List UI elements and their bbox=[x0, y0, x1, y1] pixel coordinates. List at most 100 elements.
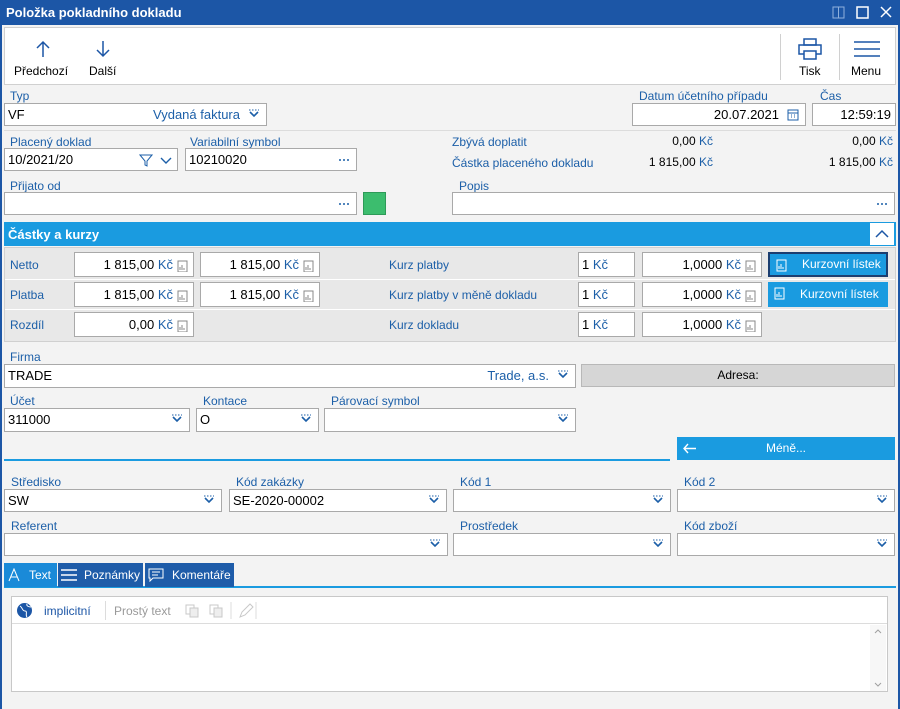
window-controls[interactable] bbox=[828, 4, 898, 21]
dropdown-button[interactable] bbox=[159, 153, 173, 167]
field-button[interactable] bbox=[876, 198, 888, 210]
text-input[interactable] bbox=[4, 192, 357, 215]
collapse-button[interactable] bbox=[870, 223, 894, 245]
field-button[interactable] bbox=[300, 414, 312, 426]
amount-input[interactable]: 1 815,00 Kč bbox=[200, 252, 320, 277]
text-input[interactable]: SW bbox=[4, 489, 222, 512]
editor: implicitní Prostý text bbox=[11, 596, 888, 692]
amount-input[interactable]: 1 815,00 Kč bbox=[74, 252, 194, 277]
calculator-button[interactable] bbox=[745, 319, 757, 332]
field-button[interactable] bbox=[787, 109, 799, 121]
amount-input[interactable]: 1 Kč bbox=[578, 252, 635, 277]
exchange-rate-button[interactable]: Kurzovní lístek bbox=[768, 282, 888, 307]
previous-button[interactable]: Předchozí bbox=[11, 34, 75, 80]
filter-button[interactable] bbox=[138, 153, 154, 167]
calculator-button[interactable] bbox=[745, 259, 757, 272]
chart-icon bbox=[303, 260, 314, 272]
field-button[interactable] bbox=[876, 495, 888, 507]
print-button[interactable]: Tisk bbox=[785, 34, 835, 80]
language-select[interactable]: implicitní bbox=[44, 604, 91, 618]
field-button[interactable] bbox=[338, 154, 350, 166]
field-label: Kurz platby v měně dokladu bbox=[389, 288, 538, 302]
editor-toolbar: implicitní Prostý text bbox=[12, 597, 887, 624]
amount: 1 815,00 Kč bbox=[740, 151, 896, 173]
calculator-button[interactable] bbox=[177, 259, 189, 272]
scrollbar[interactable] bbox=[870, 625, 886, 691]
exchange-rate-button[interactable]: Kurzovní lístek bbox=[768, 252, 888, 277]
text-input[interactable] bbox=[324, 408, 576, 432]
amount-value: 1 815,00 Kč bbox=[649, 151, 713, 173]
tab-label: Poznámky bbox=[84, 568, 141, 582]
amount-input[interactable]: 0,00 Kč bbox=[74, 312, 194, 337]
text-input[interactable]: SE-2020-00002 bbox=[229, 489, 447, 512]
calculator-button[interactable] bbox=[303, 259, 315, 272]
field-button[interactable] bbox=[338, 198, 350, 210]
text-input[interactable]: 311000 bbox=[4, 408, 190, 432]
field-label: Kód zboží bbox=[684, 519, 738, 533]
field-button[interactable] bbox=[171, 414, 183, 426]
amount-input[interactable]: 1 Kč bbox=[578, 312, 635, 337]
field-label: Typ bbox=[10, 89, 30, 103]
text-input[interactable] bbox=[452, 192, 895, 215]
text-input[interactable] bbox=[677, 533, 895, 556]
amount-value: 1,0000 Kč bbox=[682, 253, 741, 276]
amount-input[interactable]: 1 815,00 Kč bbox=[74, 282, 194, 307]
text-input[interactable]: 10210020 bbox=[185, 148, 357, 171]
field-button[interactable] bbox=[203, 495, 215, 507]
amount-input[interactable]: 1 Kč bbox=[578, 282, 635, 307]
field-button[interactable] bbox=[428, 495, 440, 507]
section-header: Částky a kurzy bbox=[4, 222, 896, 246]
tab[interactable]: Komentáře bbox=[145, 563, 234, 587]
filter-icon bbox=[138, 154, 154, 167]
amount-value: 0,00 Kč bbox=[129, 313, 173, 336]
input-value: 20.07.2021 bbox=[713, 107, 779, 122]
text-input[interactable] bbox=[453, 533, 671, 556]
calculator-button[interactable] bbox=[303, 289, 315, 302]
chart-icon bbox=[177, 290, 188, 302]
field-button[interactable] bbox=[876, 539, 888, 551]
text-input[interactable]: TRADE Trade, a.s. bbox=[4, 364, 576, 388]
field-button[interactable] bbox=[429, 539, 441, 551]
field-button[interactable] bbox=[652, 495, 664, 507]
field-label: Platba bbox=[10, 288, 45, 302]
calculator-button[interactable] bbox=[177, 289, 189, 302]
input-value: SW bbox=[8, 493, 29, 508]
tab[interactable]: Poznámky bbox=[58, 563, 143, 587]
field-button[interactable] bbox=[248, 109, 260, 121]
currency: Kč bbox=[725, 287, 741, 302]
next-button[interactable]: Další bbox=[83, 34, 123, 80]
less-button[interactable]: Méně... bbox=[677, 437, 895, 460]
window-title: Položka pokladního dokladu bbox=[6, 5, 182, 20]
amount-input[interactable]: 1,0000 Kč bbox=[642, 282, 762, 307]
amount-value: 0,00 Kč bbox=[672, 130, 713, 152]
menu-button[interactable]: Menu bbox=[843, 34, 893, 80]
text-input[interactable] bbox=[677, 489, 895, 512]
field-label: Netto bbox=[10, 258, 39, 272]
field-button[interactable] bbox=[557, 414, 569, 426]
color-swatch[interactable] bbox=[363, 192, 386, 215]
amount-input[interactable]: 1 815,00 Kč bbox=[200, 282, 320, 307]
format-select[interactable]: Prostý text bbox=[114, 604, 171, 618]
text-input[interactable]: 10/2021/20 bbox=[4, 148, 178, 171]
date-input[interactable]: 20.07.2021 bbox=[632, 103, 806, 126]
text-input[interactable]: O bbox=[196, 408, 319, 432]
number: 1 815,00 bbox=[648, 155, 696, 169]
text-input[interactable] bbox=[4, 533, 448, 556]
number: 1 815,00 bbox=[103, 257, 155, 272]
field-label: Placený doklad bbox=[10, 135, 92, 149]
text-input[interactable]: VF Vydaná faktura bbox=[4, 103, 267, 126]
field-button[interactable] bbox=[652, 539, 664, 551]
number: 1 815,00 bbox=[229, 287, 281, 302]
amount-input[interactable]: 1,0000 Kč bbox=[642, 312, 762, 337]
text-input[interactable] bbox=[453, 489, 671, 512]
calculator-button[interactable] bbox=[177, 319, 189, 332]
field-label: Kód 2 bbox=[684, 475, 716, 489]
amount-input[interactable]: 1,0000 Kč bbox=[642, 252, 762, 277]
down-arrow-icon bbox=[96, 41, 110, 58]
tab[interactable]: Text bbox=[4, 563, 57, 587]
button-label: Menu bbox=[851, 64, 882, 78]
field-button[interactable] bbox=[557, 370, 569, 382]
calculator-button[interactable] bbox=[745, 289, 757, 302]
text-input[interactable]: 12:59:19 bbox=[812, 103, 896, 126]
